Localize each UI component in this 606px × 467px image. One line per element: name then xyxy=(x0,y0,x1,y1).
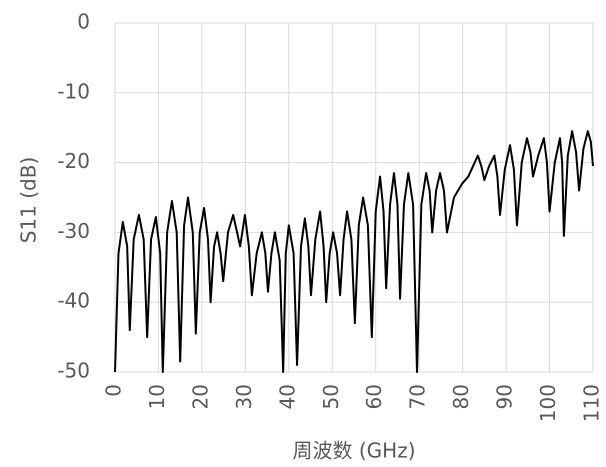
x-tick-label: 40 xyxy=(275,384,299,409)
x-tick-label: 100 xyxy=(536,384,560,422)
x-tick-label: 80 xyxy=(449,384,473,409)
x-tick-label: 30 xyxy=(232,384,256,409)
x-tick-label: 70 xyxy=(406,384,430,409)
y-tick-label: 0 xyxy=(77,10,90,34)
x-tick-label: 90 xyxy=(493,384,517,409)
y-tick-label: -30 xyxy=(57,219,90,243)
x-tick-label: 0 xyxy=(102,384,126,397)
x-tick-label: 20 xyxy=(188,384,212,409)
y-tick-label: -50 xyxy=(57,359,90,383)
y-tick-label: -40 xyxy=(57,289,90,313)
y-axis-title: S11 (dB) xyxy=(17,157,41,244)
x-tick-label: 10 xyxy=(145,384,169,409)
data-line xyxy=(114,130,594,373)
x-tick-label: 110 xyxy=(580,384,604,422)
x-tick-label: 50 xyxy=(319,384,343,409)
y-tick-label: -10 xyxy=(57,79,90,103)
y-tick-label: -20 xyxy=(57,149,90,173)
x-axis-title: 周波数 (GHz) xyxy=(293,439,416,463)
x-tick-label: 60 xyxy=(362,384,386,409)
